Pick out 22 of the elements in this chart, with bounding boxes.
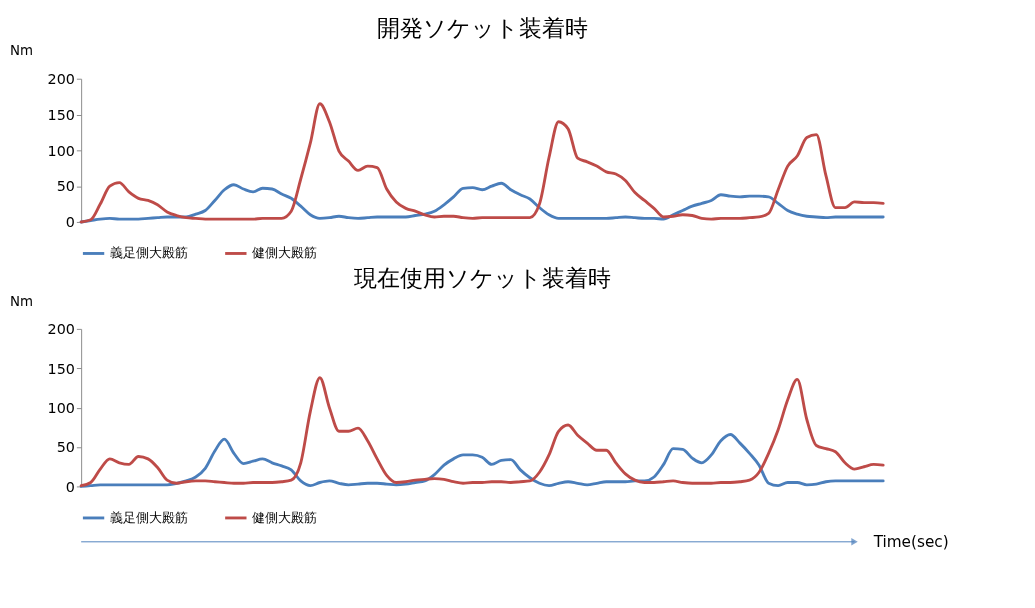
- y-tick-label: 50: [56, 439, 75, 456]
- y-tick-label: 0: [65, 478, 75, 495]
- chart-title: 開発ソケット装着時: [376, 14, 588, 41]
- y-tick-label: 200: [47, 321, 75, 338]
- y-tick-label: 100: [47, 399, 75, 416]
- line-series: [79, 433, 885, 488]
- y-tick-label: 150: [47, 106, 75, 123]
- y-tick-label: 0: [65, 214, 75, 231]
- line-series: [79, 102, 885, 224]
- y-axis-title: Nm: [10, 43, 34, 59]
- legend-label: 義足側大殿筋: [109, 509, 188, 525]
- x-axis-title: Time(sec): [872, 532, 949, 551]
- y-tick-label: 150: [47, 360, 75, 377]
- y-tick-label: 50: [56, 178, 75, 195]
- legend-label: 義足側大殿筋: [109, 245, 188, 261]
- legend-label: 健側大殿筋: [252, 245, 318, 261]
- y-axis-title: Nm: [10, 293, 34, 309]
- y-tick-label: 100: [47, 142, 75, 159]
- line-series: [79, 376, 885, 488]
- legend-label: 健側大殿筋: [252, 509, 318, 525]
- y-tick-label: 200: [47, 70, 75, 87]
- chart-title: 現在使用ソケット装着時: [353, 264, 611, 291]
